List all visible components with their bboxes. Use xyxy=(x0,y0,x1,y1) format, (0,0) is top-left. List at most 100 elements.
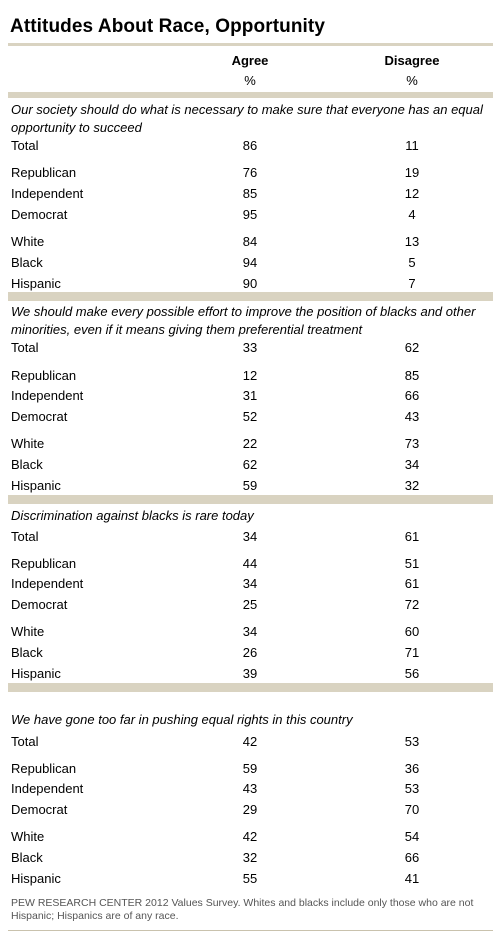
disagree-value: 7 xyxy=(408,276,416,291)
row-label: Democrat xyxy=(11,409,68,424)
table-row: Independent 34 61 xyxy=(0,576,501,596)
header-rule xyxy=(8,92,493,98)
disagree-value: 54 xyxy=(404,829,420,844)
row-label: Democrat xyxy=(11,597,68,612)
question-4: We have gone too far in pushing equal ri… xyxy=(11,712,353,727)
row-label: White xyxy=(11,624,45,639)
disagree-value: 53 xyxy=(404,734,420,749)
row-label: Democrat xyxy=(11,802,68,817)
row-label: Republican xyxy=(11,556,77,571)
table-row: Black 94 5 xyxy=(0,255,501,275)
table-row: Black 62 34 xyxy=(0,457,501,477)
agree-value: 44 xyxy=(242,556,258,571)
table-row: Hispanic 55 41 xyxy=(0,871,501,891)
table-row: Black 32 66 xyxy=(0,850,501,870)
row-label: Independent xyxy=(11,781,84,796)
agree-value: 42 xyxy=(242,829,258,844)
table-row: Republican 59 36 xyxy=(0,761,501,781)
row-label: Independent xyxy=(11,186,84,201)
title-rule xyxy=(8,43,493,46)
disagree-value: 56 xyxy=(404,666,420,681)
agree-value: 94 xyxy=(242,255,258,270)
page-title: Attitudes About Race, Opportunity xyxy=(10,16,326,37)
agree-value: 34 xyxy=(242,529,258,544)
agree-value: 95 xyxy=(242,207,258,222)
row-label: Hispanic xyxy=(11,276,61,291)
disagree-value: 73 xyxy=(404,436,420,451)
disagree-value: 70 xyxy=(404,802,420,817)
disagree-value: 43 xyxy=(404,409,420,424)
disagree-value: 66 xyxy=(404,850,420,865)
disagree-value: 19 xyxy=(404,165,420,180)
table-row: White 42 54 xyxy=(0,829,501,849)
table-row: Republican 76 19 xyxy=(0,165,501,185)
disagree-value: 72 xyxy=(404,597,420,612)
agree-value: 29 xyxy=(242,802,258,817)
disagree-value: 85 xyxy=(404,368,420,383)
row-label: Total xyxy=(11,138,39,153)
row-label: Republican xyxy=(11,165,77,180)
unit-agree: % xyxy=(244,73,256,88)
agree-value: 32 xyxy=(242,850,258,865)
agree-value: 59 xyxy=(242,761,258,776)
agree-value: 85 xyxy=(242,186,258,201)
disagree-value: 13 xyxy=(404,234,420,249)
disagree-value: 51 xyxy=(404,556,420,571)
question-1: Our society should do what is necessary … xyxy=(11,102,483,135)
agree-value: 39 xyxy=(242,666,258,681)
agree-value: 86 xyxy=(242,138,258,153)
row-label: Hispanic xyxy=(11,666,61,681)
row-label: White xyxy=(11,436,45,451)
row-label: Black xyxy=(11,457,43,472)
table-row: Hispanic 39 56 xyxy=(0,666,501,686)
table-row: Hispanic 90 7 xyxy=(0,276,501,296)
row-label: Total xyxy=(11,529,39,544)
table-row: Independent 85 12 xyxy=(0,186,501,206)
disagree-value: 12 xyxy=(404,186,420,201)
disagree-value: 34 xyxy=(404,457,420,472)
table-row: Total 34 61 xyxy=(0,529,501,549)
table-row: White 84 13 xyxy=(0,234,501,254)
row-label: Independent xyxy=(11,388,84,403)
agree-value: 59 xyxy=(242,478,258,493)
table-row: Democrat 25 72 xyxy=(0,597,501,617)
agree-value: 84 xyxy=(242,234,258,249)
disagree-value: 71 xyxy=(404,645,420,660)
disagree-value: 53 xyxy=(404,781,420,796)
disagree-value: 61 xyxy=(404,576,420,591)
row-label: Hispanic xyxy=(11,871,61,886)
row-label: Black xyxy=(11,255,43,270)
table-row: Independent 31 66 xyxy=(0,388,501,408)
disagree-value: 36 xyxy=(404,761,420,776)
disagree-value: 61 xyxy=(404,529,420,544)
disagree-value: 66 xyxy=(404,388,420,403)
question-2: We should make every possible effort to … xyxy=(11,304,476,337)
table-row: Democrat 52 43 xyxy=(0,409,501,429)
row-label: Total xyxy=(11,340,39,355)
row-label: Republican xyxy=(11,761,77,776)
row-label: White xyxy=(11,829,45,844)
agree-value: 12 xyxy=(242,368,258,383)
header-disagree: Disagree xyxy=(384,53,440,68)
row-label: Republican xyxy=(11,368,77,383)
section-divider xyxy=(8,495,493,504)
row-label: Black xyxy=(11,645,43,660)
agree-value: 26 xyxy=(242,645,258,660)
disagree-value: 62 xyxy=(404,340,420,355)
table-row: Republican 12 85 xyxy=(0,368,501,388)
row-label: Hispanic xyxy=(11,478,61,493)
row-label: Independent xyxy=(11,576,84,591)
agree-value: 52 xyxy=(242,409,258,424)
disagree-value: 60 xyxy=(404,624,420,639)
agree-value: 34 xyxy=(242,576,258,591)
question-3: Discrimination against blacks is rare to… xyxy=(11,508,254,523)
unit-disagree: % xyxy=(406,73,418,88)
source-footnote: PEW RESEARCH CENTER 2012 Values Survey. … xyxy=(11,897,474,922)
agree-value: 33 xyxy=(242,340,258,355)
table-row: Total 86 11 xyxy=(0,138,501,158)
agree-value: 76 xyxy=(242,165,258,180)
section-divider xyxy=(8,292,493,301)
disagree-value: 41 xyxy=(404,871,420,886)
table-row: Total 42 53 xyxy=(0,734,501,754)
